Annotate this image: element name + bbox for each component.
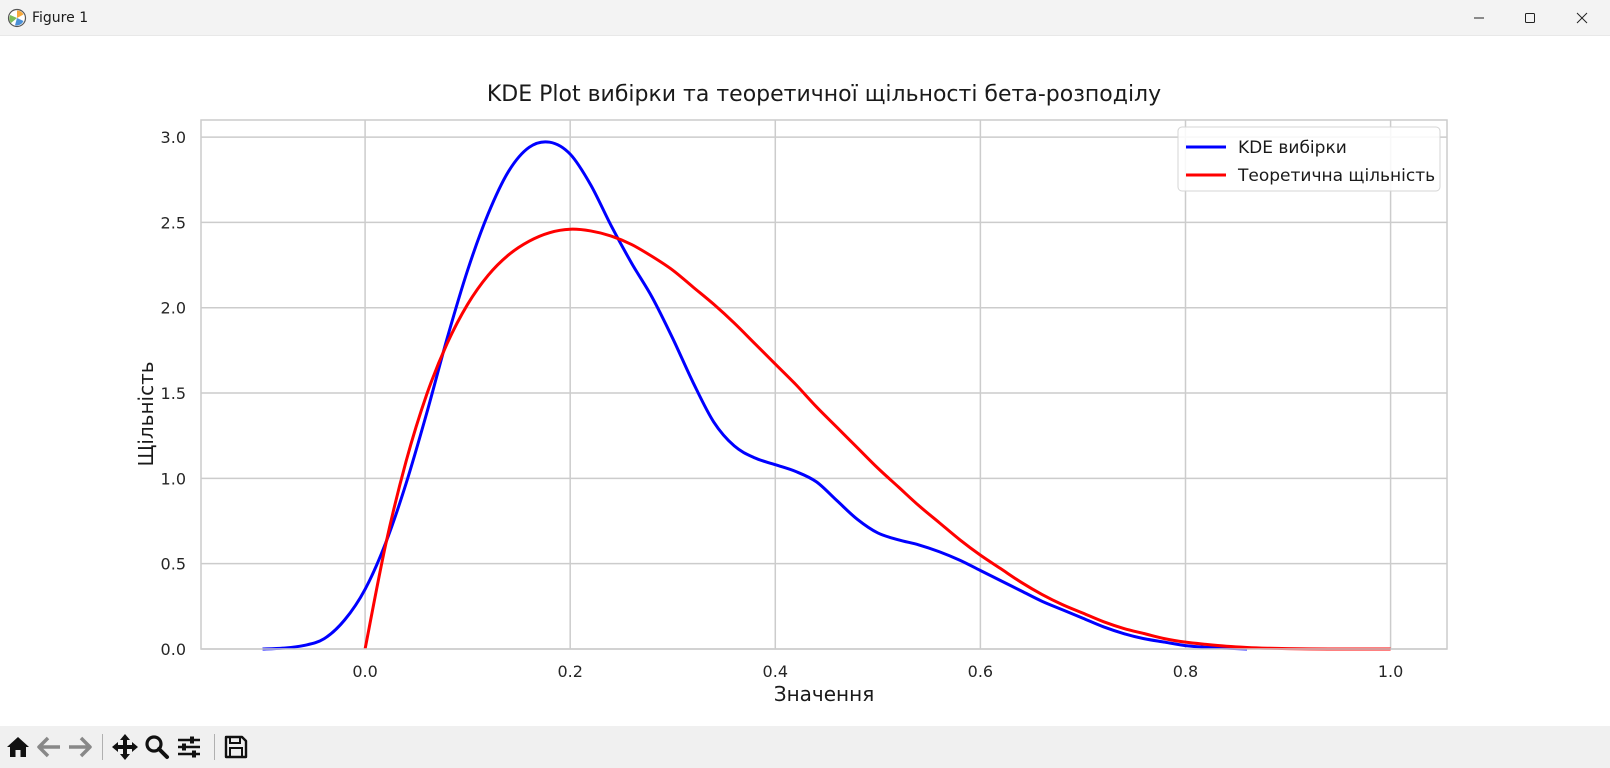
y-tick-label: 0.5: [161, 555, 186, 574]
pan-icon: [112, 734, 138, 760]
forward-arrow-icon: [69, 736, 92, 758]
legend-label: Теоретична щільність: [1237, 166, 1435, 186]
x-tick-label: 0.6: [968, 662, 993, 681]
y-tick-label: 1.0: [161, 469, 186, 488]
series: [262, 140, 1391, 651]
zoom-icon: [145, 735, 169, 759]
y-tick-label: 2.5: [161, 213, 186, 232]
maximize-button[interactable]: [1506, 0, 1554, 36]
forward-button[interactable]: [65, 732, 95, 762]
chart-svg: 0.0 0.2 0.4 0.6 0.8 1.00.00.51.01.52.02.53.0 …: [134, 82, 1448, 706]
figure-canvas[interactable]: 0.0 0.2 0.4 0.6 0.8 1.0 0.0 0.5 1.0 1.5 2.0 2.5 3.0 …: [0, 36, 1610, 726]
x-tick-label: 0.0: [352, 662, 377, 681]
toolbar-separator: [214, 734, 215, 760]
window-titlebar: Figure 1: [0, 0, 1610, 36]
toolbar-separator: [102, 734, 103, 760]
configure-subplots-icon: [178, 736, 200, 758]
window-title: Figure 1: [32, 10, 89, 26]
configure-subplots-button[interactable]: [174, 732, 204, 762]
legend-label: KDE вибірки: [1238, 138, 1347, 158]
x-tick-label: 0.4: [763, 662, 788, 681]
grid: [201, 120, 1447, 650]
y-tick-label: 2.0: [161, 299, 186, 318]
save-icon: [224, 735, 248, 759]
kde-series-line: [262, 140, 1248, 651]
zoom-button[interactable]: [142, 732, 172, 762]
y-tick-label: 1.5: [161, 384, 186, 403]
y-axis-label: Щільність: [134, 361, 158, 466]
chart-title: KDE Plot вибірки та теоретичної щільност…: [487, 82, 1161, 107]
axes-frame: [200, 119, 1448, 650]
maximize-icon: [1525, 13, 1535, 23]
save-button[interactable]: [221, 732, 251, 762]
close-icon: [1576, 12, 1588, 24]
matplotlib-icon: [7, 8, 27, 28]
tick-labels: 0.0 0.2 0.4 0.6 0.8 1.0 0.0 0.5 1.0 1.5 2.0 2.5 3.0: [161, 128, 1404, 681]
back-button[interactable]: [34, 732, 64, 762]
pan-button[interactable]: [110, 732, 140, 762]
back-arrow-icon: [37, 736, 60, 758]
minimize-button[interactable]: [1455, 0, 1503, 36]
legend: KDE вибірки Теоретична щільність: [1177, 126, 1441, 192]
y-tick-label: 3.0: [161, 128, 186, 147]
close-button[interactable]: [1558, 0, 1606, 36]
legend-box: [1177, 126, 1441, 192]
minimize-icon: [1474, 17, 1484, 19]
navigation-toolbar: [0, 726, 1610, 768]
theoretical-density-line: [363, 227, 1391, 651]
home-icon: [7, 737, 29, 757]
x-axis-label: Значення: [774, 682, 874, 706]
x-tick-label: 0.8: [1173, 662, 1198, 681]
x-tick-label: 0.2: [557, 662, 582, 681]
x-tick-label: 1.0: [1378, 662, 1403, 681]
y-tick-label: 0.0: [161, 640, 186, 659]
home-button[interactable]: [3, 732, 33, 762]
